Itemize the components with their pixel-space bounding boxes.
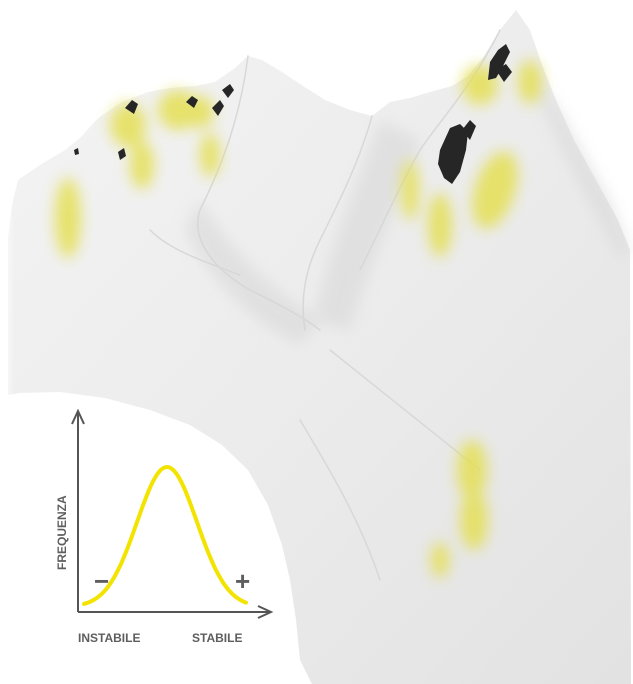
plus-sign: +	[235, 566, 250, 596]
y-axis-arrow	[71, 408, 85, 425]
terrain-shadows	[185, 60, 630, 345]
x-end-label: STABILE	[192, 631, 242, 645]
y-axis-label: FREQUENZA	[55, 495, 69, 570]
distribution-curve	[82, 464, 248, 606]
x-start-label: INSTABILE	[78, 631, 140, 645]
x-axis-arrow	[257, 605, 274, 619]
frequency-chart: FREQUENZA INSTABILE STABILE − +	[55, 408, 274, 645]
lichen-patches	[55, 60, 542, 578]
rock-outcrops	[74, 44, 512, 184]
minus-sign: −	[94, 566, 109, 596]
